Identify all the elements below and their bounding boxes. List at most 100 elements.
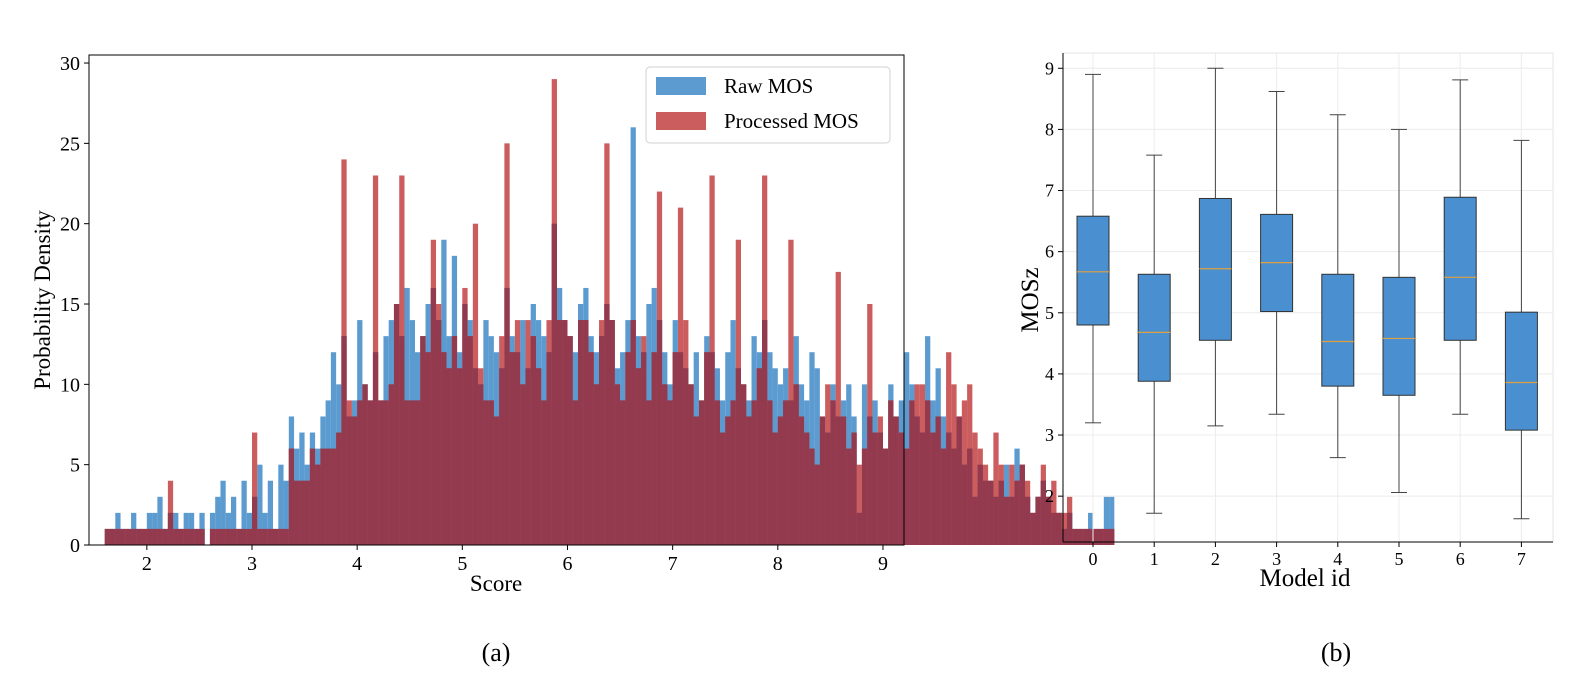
overlap-bar: [351, 416, 358, 545]
overlap-bar: [1056, 512, 1062, 545]
overlap-bar: [714, 400, 720, 545]
overlap-bar: [141, 528, 147, 545]
x-tick-label: 3: [1272, 549, 1281, 569]
x-tick-label: 8: [773, 553, 783, 575]
overlap-bar: [483, 400, 489, 545]
overlap-bar: [567, 336, 573, 545]
overlap-bar: [1072, 528, 1078, 545]
legend-box: [645, 66, 891, 144]
histogram-x-label: Score: [470, 571, 522, 596]
boxplot-boxes: [1076, 67, 1538, 520]
iqr-box: [1382, 276, 1416, 396]
overlap-bar: [793, 384, 799, 545]
histogram-y-label: Probability Density: [30, 210, 55, 390]
overlap-bar: [457, 368, 463, 545]
overlap-bar: [1088, 528, 1094, 545]
raw-mos-bar: [1103, 496, 1110, 545]
overlap-bar: [956, 416, 962, 545]
overlap-bar: [1077, 528, 1083, 545]
overlap-bar: [1067, 512, 1073, 545]
raw-mos-bar: [157, 496, 163, 545]
overlap-bar: [851, 432, 857, 545]
overlap-bar: [651, 352, 657, 545]
overlap-bar: [877, 432, 883, 545]
y-tick-label: 6: [1045, 242, 1054, 262]
overlap-bar: [1103, 528, 1110, 545]
overlap-bar: [393, 304, 400, 545]
overlap-bar: [835, 416, 841, 545]
overlap-bar: [325, 448, 331, 545]
overlap-bar: [472, 368, 479, 545]
overlap-bar: [614, 384, 621, 545]
overlap-bar: [125, 528, 132, 545]
overlap-bar: [546, 352, 552, 545]
overlap-bar: [746, 416, 752, 545]
overlap-bar: [709, 352, 715, 545]
raw-mos-bar: [230, 496, 237, 545]
overlap-bar: [751, 400, 757, 545]
overlap-bar: [209, 528, 216, 545]
box-model-1: [1137, 154, 1171, 514]
overlap-bar: [404, 400, 410, 545]
overlap-bar: [919, 432, 926, 545]
overlap-bar: [194, 528, 200, 545]
overlap-bar: [1003, 496, 1010, 545]
overlap-bar: [988, 480, 994, 545]
overlap-bar: [236, 528, 242, 545]
overlap-bar: [693, 416, 699, 545]
overlap-bar: [357, 400, 363, 545]
raw-mos-bar: [278, 464, 284, 545]
x-tick-label: 5: [1395, 549, 1404, 569]
overlap-bar: [146, 528, 153, 545]
overlap-bar: [267, 528, 274, 545]
overlap-bar: [257, 528, 263, 545]
overlap-bar: [162, 528, 168, 545]
overlap-bar: [415, 400, 421, 545]
overlap-bar: [1024, 496, 1031, 545]
overlap-bar: [388, 384, 394, 545]
overlap-bar: [183, 528, 189, 545]
overlap-bar: [861, 448, 868, 545]
iqr-box: [1321, 273, 1355, 387]
overlap-bar: [735, 368, 741, 545]
y-tick-label: 4: [1045, 364, 1054, 384]
histogram-frame: [88, 54, 905, 546]
y-tick-label: 5: [1045, 303, 1054, 323]
iqr-box: [1137, 273, 1171, 382]
overlap-bar: [672, 352, 678, 545]
processed-mos-bar: [993, 432, 999, 545]
x-tick-label: 4: [1333, 549, 1342, 569]
overlap-bar: [320, 448, 326, 545]
y-tick-label: 5: [70, 455, 80, 477]
overlap-bar: [719, 432, 726, 545]
y-tick-label: 20: [60, 214, 80, 236]
processed-mos-bar: [972, 432, 978, 545]
overlap-bar: [551, 223, 557, 545]
overlap-bar: [241, 528, 247, 545]
overlap-bar: [362, 384, 368, 545]
raw-mos-bar: [814, 368, 820, 545]
overlap-bar: [882, 448, 889, 545]
legend-label-raw-mos: Raw MOS: [724, 74, 813, 98]
boxplot-panel: 0 1 2 3 4 5 6 7 2 3 4 5 6 7 8 9 Model id MOSz: [1017, 52, 1554, 592]
processed-mos-bar: [835, 271, 841, 545]
overlap-bar: [982, 480, 989, 545]
overlap-bar: [157, 528, 163, 545]
overlap-bar: [993, 496, 999, 545]
y-tick-label: 9: [1045, 58, 1054, 78]
overlap-bar: [499, 368, 505, 545]
y-tick-label: 15: [60, 294, 80, 316]
overlap-bar: [136, 528, 142, 545]
overlap-bar: [1009, 496, 1015, 545]
overlap-bar: [961, 464, 968, 545]
overlap-bar: [677, 352, 684, 545]
overlap-bar: [1019, 464, 1025, 545]
overlap-bar: [662, 384, 668, 545]
overlap-bar: [725, 416, 731, 545]
overlap-bar: [767, 400, 773, 545]
overlap-bar: [772, 432, 778, 545]
x-tick-label: 7: [1517, 549, 1526, 569]
overlap-bar: [299, 480, 305, 545]
overlap-bar: [977, 464, 983, 545]
